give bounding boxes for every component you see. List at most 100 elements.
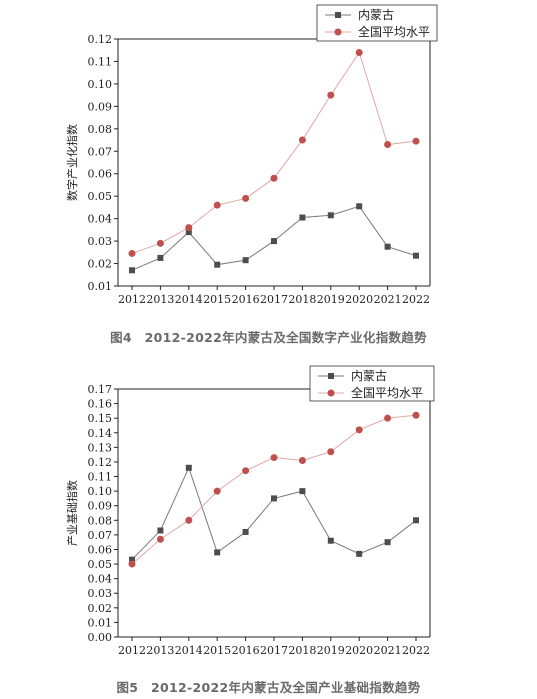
data-point <box>299 214 306 221</box>
data-point <box>128 249 136 257</box>
x-tick-label: 2015 <box>203 293 231 306</box>
y-tick-label: 0.03 <box>88 235 113 248</box>
data-point <box>413 252 419 259</box>
y-tick-label: 0.17 <box>88 383 113 396</box>
y-tick-label: 0.12 <box>88 33 113 46</box>
y-tick-label: 0.12 <box>88 456 113 469</box>
data-point <box>270 174 278 182</box>
legend-label: 内蒙古 <box>358 7 394 22</box>
data-point <box>242 257 249 264</box>
data-point <box>213 487 221 495</box>
figure-caption: 图5 2012-2022年内蒙古及全国产业基础指数趋势 <box>116 680 421 695</box>
data-point <box>413 517 419 524</box>
y-tick-label: 0.00 <box>88 631 113 644</box>
x-tick-label: 2012 <box>118 293 146 306</box>
x-tick-label: 2014 <box>175 293 203 306</box>
data-point <box>242 467 250 475</box>
data-point <box>242 528 249 535</box>
data-point <box>327 212 334 219</box>
series-inner-mongolia <box>129 203 419 274</box>
y-tick-label: 0.07 <box>88 529 113 542</box>
data-point <box>214 549 221 556</box>
data-point <box>356 203 363 210</box>
y-tick-label: 0.09 <box>88 100 113 113</box>
data-point <box>384 539 391 546</box>
x-tick-label: 2017 <box>260 293 288 306</box>
x-tick-label: 2020 <box>345 644 373 657</box>
data-point <box>185 516 193 524</box>
data-point <box>412 411 420 419</box>
data-point <box>356 550 363 557</box>
y-tick-label: 0.11 <box>88 471 113 484</box>
chart-block-industrial-foundation: 0.00 0.01 0.02 0.03 0.04 0.05 0.06 0.07 0.08 0.09… <box>0 352 537 699</box>
y-tick-label: 0.10 <box>88 78 113 91</box>
data-point <box>412 137 420 145</box>
y-tick-label: 0.08 <box>88 123 113 136</box>
x-tick-label: 2016 <box>232 293 260 306</box>
y-tick-label: 0.10 <box>88 485 113 498</box>
data-point <box>355 48 363 56</box>
x-tick-label: 2021 <box>374 644 402 657</box>
x-tick-label: 2022 <box>402 644 430 657</box>
data-point <box>384 243 391 250</box>
data-point <box>355 426 363 434</box>
series-line <box>131 466 417 561</box>
series-line <box>131 51 417 254</box>
series-national-average <box>128 48 420 257</box>
series-line <box>131 414 417 565</box>
y-tick-label: 0.13 <box>88 441 113 454</box>
y-tick-label: 0.05 <box>88 558 113 571</box>
legend-label: 全国平均水平 <box>351 385 423 400</box>
x-tick-label: 2012 <box>118 644 146 657</box>
y-tick-label: 0.02 <box>88 602 113 615</box>
x-tick-label: 2017 <box>260 644 288 657</box>
data-point <box>157 254 164 261</box>
x-tick-label: 2021 <box>374 293 402 306</box>
y-tick-label: 0.15 <box>88 412 113 425</box>
data-point <box>298 456 306 464</box>
data-point <box>157 527 164 534</box>
x-tick-label: 2022 <box>402 293 430 306</box>
data-point <box>185 229 192 236</box>
x-tick-label: 2019 <box>317 293 345 306</box>
y-tick-label: 0.01 <box>88 280 113 293</box>
data-point <box>213 201 221 209</box>
y-tick-label: 0.02 <box>88 258 113 271</box>
y-tick-label: 0.14 <box>88 427 113 440</box>
data-point <box>327 91 335 99</box>
legend-marker <box>328 373 334 379</box>
chart-industrial-foundation: 0.00 0.010.02 0.030.04 0.05 0.060.07 0.080.09… <box>65 365 435 657</box>
y-tick-label: 0.04 <box>88 573 113 586</box>
data-point <box>384 141 392 149</box>
y-tick-label: 0.03 <box>88 587 113 600</box>
y-tick-label: 0.07 <box>88 145 113 158</box>
x-tick-label: 2015 <box>203 644 231 657</box>
y-axis-label: 数字产业化指数 <box>65 124 79 201</box>
y-tick-label: 0.06 <box>88 168 113 181</box>
legend-marker <box>334 28 342 36</box>
data-point <box>129 556 135 563</box>
y-tick-label: 0.01 <box>88 616 113 629</box>
data-point <box>384 414 392 422</box>
x-tick-label: 2018 <box>288 644 316 657</box>
chart-digital-industrialization: 0.01 0.02 0.03 0.04 0.05 0.06 0.07 0.08 0.09 0.10… <box>65 4 438 306</box>
data-point <box>185 464 192 471</box>
figure-caption: 图4 2012-2022年内蒙古及全国数字产业化指数趋势 <box>110 330 427 345</box>
chart-block-digital-industrialization: 0.01 0.02 0.03 0.04 0.05 0.06 0.07 0.08 0.09 0.10… <box>65 4 438 345</box>
data-point <box>270 454 278 462</box>
y-tick-label: 0.16 <box>88 398 113 411</box>
data-point <box>129 267 135 274</box>
x-tick-label: 2013 <box>146 644 174 657</box>
legend-marker <box>335 12 341 18</box>
data-point <box>214 261 221 268</box>
y-tick-label: 0.05 <box>88 190 113 203</box>
y-tick-label: 0.08 <box>88 514 113 527</box>
legend-label: 内蒙古 <box>351 368 387 383</box>
y-axis-label: 产业基础指数 <box>65 480 79 546</box>
data-point <box>185 224 193 232</box>
data-point <box>128 560 136 568</box>
x-tick-label: 2018 <box>288 293 316 306</box>
legend-marker <box>327 389 335 397</box>
x-tick-label: 2016 <box>232 644 260 657</box>
